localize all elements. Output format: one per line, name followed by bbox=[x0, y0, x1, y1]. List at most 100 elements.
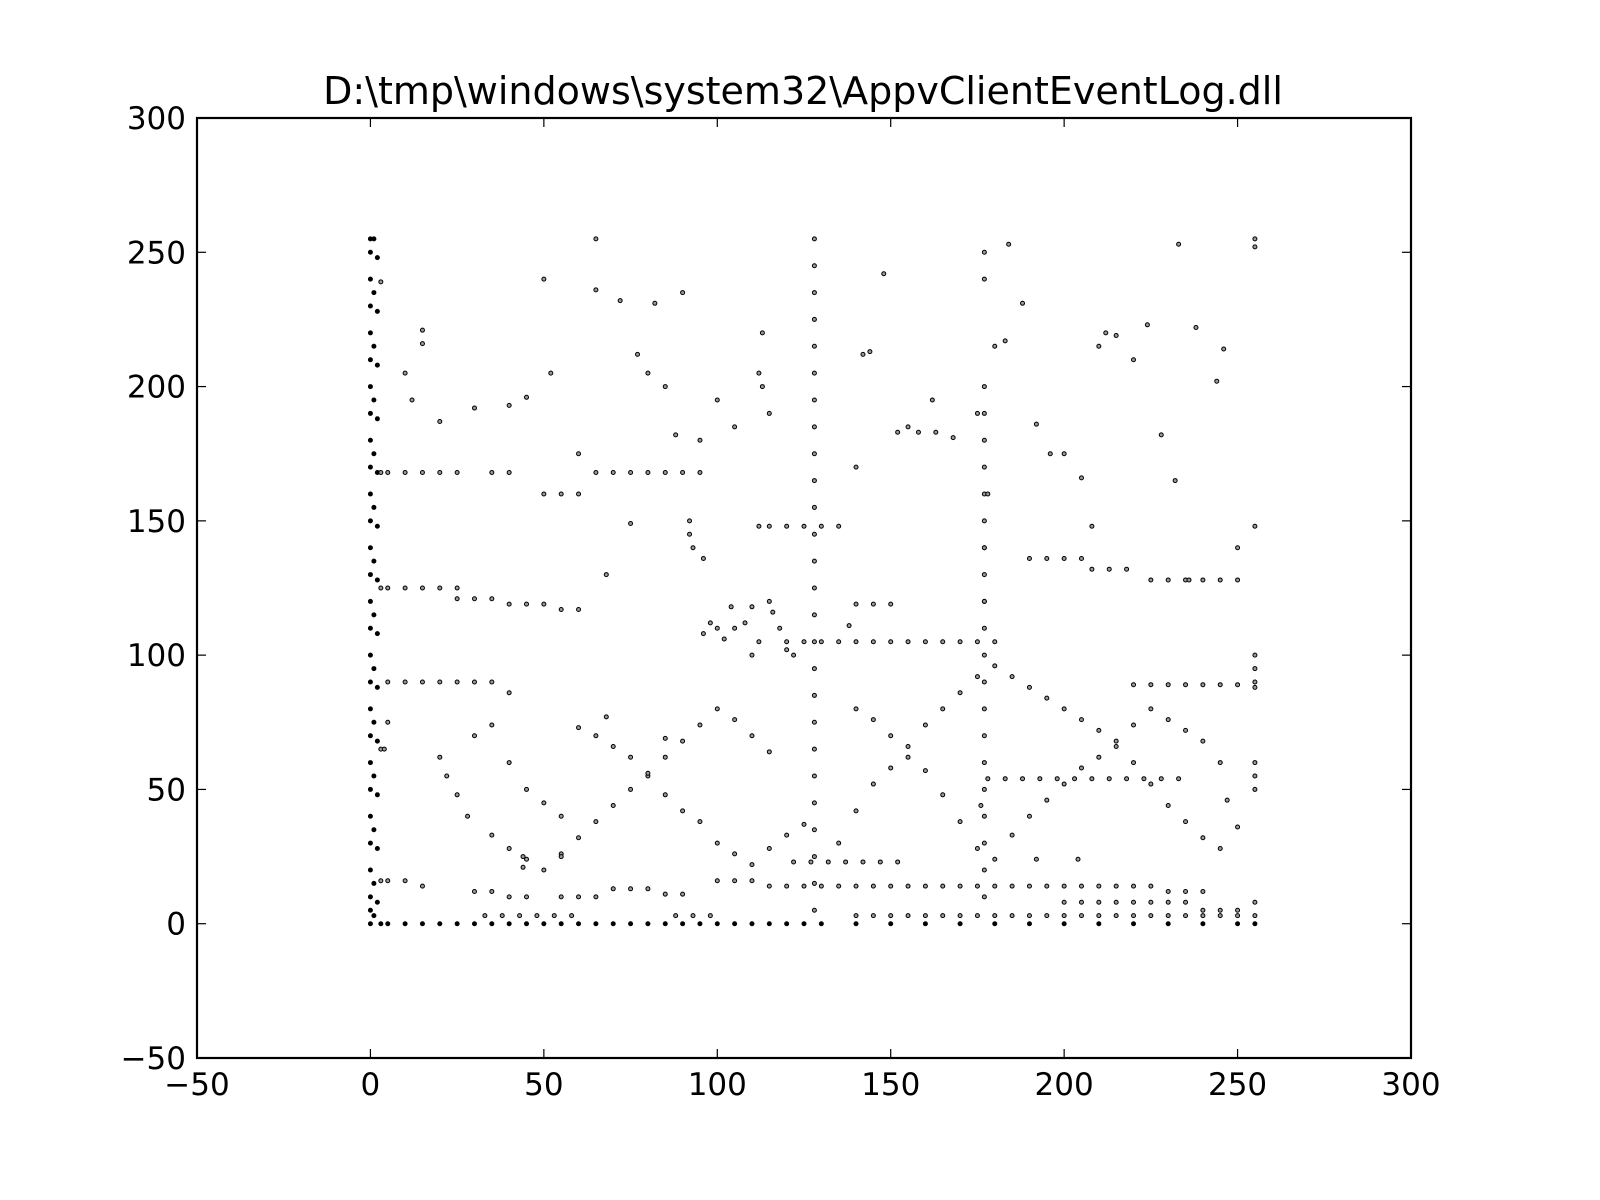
data-point bbox=[981, 840, 987, 846]
data-point bbox=[1217, 577, 1223, 583]
data-point bbox=[981, 572, 987, 578]
data-point bbox=[1200, 835, 1206, 841]
data-point bbox=[506, 921, 512, 927]
data-point bbox=[1148, 577, 1154, 583]
x-tick-label: 0 bbox=[361, 1067, 381, 1103]
data-point bbox=[732, 424, 738, 430]
data-point bbox=[680, 808, 686, 814]
data-point bbox=[680, 290, 686, 296]
data-point bbox=[801, 921, 807, 927]
data-point bbox=[714, 840, 720, 846]
data-point bbox=[940, 639, 946, 645]
data-point bbox=[992, 343, 998, 349]
data-point bbox=[628, 470, 634, 476]
data-point bbox=[1131, 357, 1137, 363]
data-point bbox=[402, 370, 408, 376]
data-point bbox=[714, 625, 720, 631]
data-point bbox=[749, 921, 755, 927]
data-point bbox=[811, 800, 817, 806]
data-point bbox=[992, 913, 998, 919]
data-point bbox=[957, 639, 963, 645]
data-point bbox=[811, 397, 817, 403]
data-point bbox=[905, 743, 911, 749]
data-point bbox=[687, 531, 693, 537]
data-point bbox=[367, 518, 373, 524]
data-point bbox=[576, 921, 582, 927]
data-point bbox=[714, 397, 720, 403]
data-point bbox=[1061, 451, 1067, 457]
data-point bbox=[1235, 921, 1241, 927]
data-point bbox=[506, 470, 512, 476]
data-point bbox=[811, 478, 817, 484]
data-point bbox=[1176, 241, 1182, 247]
data-point bbox=[1072, 776, 1078, 782]
data-point bbox=[471, 921, 477, 927]
data-point bbox=[541, 276, 547, 282]
data-point bbox=[1124, 776, 1130, 782]
data-point bbox=[957, 819, 963, 825]
data-point bbox=[957, 690, 963, 696]
data-point bbox=[1176, 776, 1182, 782]
data-point bbox=[1089, 523, 1095, 529]
data-point bbox=[378, 921, 384, 927]
data-point bbox=[905, 639, 911, 645]
data-point bbox=[905, 424, 911, 430]
data-point bbox=[895, 429, 901, 435]
data-point bbox=[818, 921, 824, 927]
data-point bbox=[534, 913, 540, 919]
data-point bbox=[811, 746, 817, 752]
data-point bbox=[371, 397, 377, 403]
data-point bbox=[870, 781, 876, 787]
data-point bbox=[419, 883, 425, 889]
data-point bbox=[1054, 776, 1060, 782]
data-point bbox=[808, 859, 814, 865]
data-point bbox=[374, 631, 380, 637]
x-tick-label: 200 bbox=[1035, 1067, 1094, 1103]
data-point bbox=[419, 341, 425, 347]
data-point bbox=[888, 733, 894, 739]
data-point bbox=[1148, 781, 1154, 787]
data-point bbox=[1252, 652, 1258, 658]
data-point bbox=[870, 883, 876, 889]
data-point bbox=[777, 625, 783, 631]
data-point bbox=[371, 290, 377, 296]
data-point bbox=[444, 773, 450, 779]
data-point bbox=[1106, 776, 1112, 782]
data-point bbox=[1026, 921, 1032, 927]
data-point bbox=[881, 271, 887, 277]
data-point bbox=[558, 813, 564, 819]
data-point bbox=[974, 410, 980, 416]
data-point bbox=[1113, 333, 1119, 339]
chart-title: D:\tmp\windows\system32\AppvClientEventL… bbox=[323, 69, 1283, 113]
data-point bbox=[981, 867, 987, 873]
data-point bbox=[1200, 577, 1206, 583]
data-point bbox=[662, 470, 668, 476]
data-point bbox=[558, 854, 564, 860]
data-point bbox=[1183, 819, 1189, 825]
data-point bbox=[680, 921, 686, 927]
data-point bbox=[1148, 899, 1154, 905]
data-point bbox=[558, 894, 564, 900]
data-point bbox=[385, 679, 391, 685]
data-point bbox=[1172, 478, 1178, 484]
data-point bbox=[367, 598, 373, 604]
data-point bbox=[853, 639, 859, 645]
data-point bbox=[419, 585, 425, 591]
data-point bbox=[1061, 555, 1067, 561]
data-point bbox=[811, 639, 817, 645]
data-point bbox=[981, 545, 987, 551]
data-point bbox=[888, 601, 894, 607]
data-point bbox=[1047, 451, 1053, 457]
data-point bbox=[1096, 913, 1102, 919]
data-point bbox=[1183, 913, 1189, 919]
data-point bbox=[558, 491, 564, 497]
data-point bbox=[367, 760, 373, 766]
data-point bbox=[489, 921, 495, 927]
data-point bbox=[940, 883, 946, 889]
x-tick-label: 300 bbox=[1381, 1067, 1440, 1103]
data-point bbox=[895, 859, 901, 865]
data-point bbox=[610, 470, 616, 476]
data-point bbox=[371, 504, 377, 510]
data-point bbox=[1165, 888, 1171, 894]
data-point bbox=[471, 679, 477, 685]
